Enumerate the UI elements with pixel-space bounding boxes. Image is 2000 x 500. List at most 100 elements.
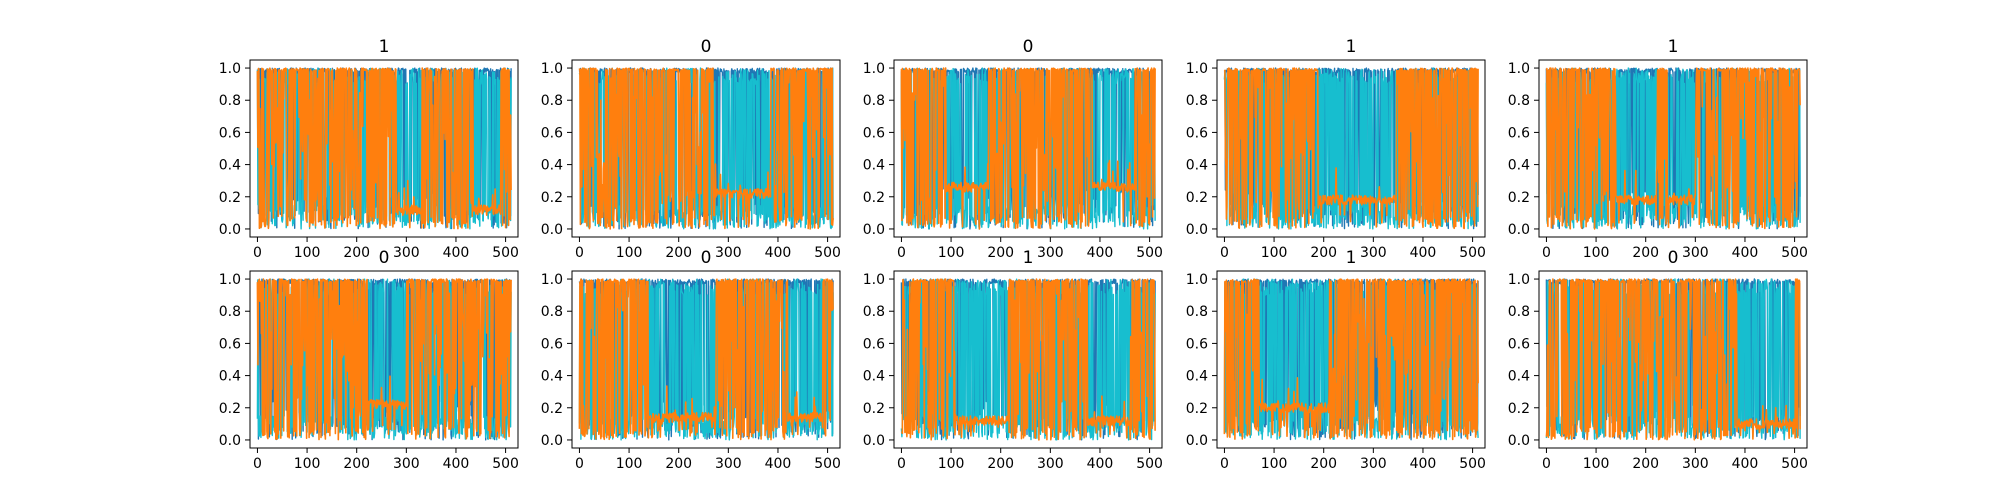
series-line-3	[256, 278, 512, 441]
y-tick-label: 0.8	[219, 93, 241, 109]
axes-frame	[249, 270, 519, 449]
series-line-3	[900, 278, 1156, 441]
x-tick-label: 500	[814, 245, 841, 261]
y-tick-label: 0.4	[863, 158, 885, 174]
x-tick-label: 300	[1360, 456, 1387, 472]
x-tick-label: 0	[1542, 245, 1551, 261]
x-tick-label: 400	[1087, 245, 1114, 261]
y-tick-label: 0.4	[541, 369, 563, 385]
y-tick-label: 0.4	[219, 369, 241, 385]
plot-area	[1223, 278, 1479, 441]
x-tick-label: 400	[443, 245, 470, 261]
plot-area	[578, 278, 834, 441]
x-tick-label: 0	[575, 245, 584, 261]
y-tick-label: 1.0	[1186, 61, 1208, 77]
axes-frame	[249, 59, 519, 238]
x-tick-label: 500	[1781, 456, 1808, 472]
x-tick-label: 300	[1682, 245, 1709, 261]
y-tick-label: 0.6	[1508, 336, 1530, 352]
x-tick-label: 100	[294, 245, 321, 261]
x-tick-label: 200	[987, 456, 1014, 472]
plot-area	[256, 67, 512, 230]
y-tick-label: 0.6	[541, 336, 563, 352]
y-tick-label: 0.2	[541, 401, 563, 417]
y-tick-label: 0.2	[219, 190, 241, 206]
x-tick-label: 400	[1087, 456, 1114, 472]
y-tick-label: 0.4	[541, 158, 563, 174]
y-tick-label: 0.8	[541, 304, 563, 320]
y-tick-label: 0.2	[541, 190, 563, 206]
x-tick-label: 100	[1583, 456, 1610, 472]
y-tick-label: 1.0	[219, 61, 241, 77]
plot-area	[1223, 67, 1479, 230]
x-tick-label: 100	[938, 245, 965, 261]
series-line-3	[900, 67, 1156, 230]
subplot-8: 0 100 200 300 400 500 0.0 0.2 0.4 0.6 0.8 1.0 1	[863, 248, 1163, 472]
y-tick-label: 0.8	[863, 93, 885, 109]
plot-area	[900, 278, 1156, 441]
x-tick-label: 200	[987, 245, 1014, 261]
y-tick-label: 0.0	[1508, 433, 1530, 449]
y-tick-label: 1.0	[219, 272, 241, 288]
y-tick-label: 0.6	[219, 336, 241, 352]
x-tick-label: 0	[253, 456, 262, 472]
x-tick-label: 100	[616, 245, 643, 261]
y-tick-label: 0.4	[863, 369, 885, 385]
y-tick-label: 0.6	[1186, 336, 1208, 352]
series-line-3	[1223, 67, 1479, 230]
x-tick-label: 0	[253, 245, 262, 261]
y-tick-label: 0.0	[541, 433, 563, 449]
subplot-title: 1	[1346, 37, 1357, 57]
subplot-title: 0	[379, 248, 390, 268]
x-tick-label: 500	[1781, 245, 1808, 261]
y-tick-label: 0.8	[219, 304, 241, 320]
x-tick-label: 0	[897, 456, 906, 472]
plot-area	[1545, 67, 1801, 230]
subplot-4: 0 100 200 300 400 500 0.0 0.2 0.4 0.6 0.8 1.0 1	[1186, 37, 1486, 261]
y-tick-label: 0.0	[1186, 222, 1208, 238]
y-tick-label: 1.0	[863, 61, 885, 77]
x-tick-label: 200	[1310, 245, 1337, 261]
axes-frame	[1216, 270, 1486, 449]
y-tick-label: 0.4	[219, 158, 241, 174]
subplot-9: 0 100 200 300 400 500 0.0 0.2 0.4 0.6 0.8 1.0 1	[1186, 248, 1486, 472]
axes-frame	[1538, 59, 1808, 238]
x-tick-label: 500	[1459, 456, 1486, 472]
x-tick-label: 0	[897, 245, 906, 261]
plot-area	[256, 278, 512, 441]
x-tick-label: 100	[1261, 245, 1288, 261]
axes-frame	[1216, 59, 1486, 238]
x-tick-label: 0	[1220, 245, 1229, 261]
subplot-5: 0 100 200 300 400 500 0.0 0.2 0.4 0.6 0.8 1.0 1	[1508, 37, 1808, 261]
subplot-10: 0 100 200 300 400 500 0.0 0.2 0.4 0.6 0.8 1.0 0	[1508, 248, 1808, 472]
subplot-title: 0	[1668, 248, 1679, 268]
y-tick-label: 0.6	[219, 125, 241, 141]
x-tick-label: 0	[1542, 456, 1551, 472]
x-tick-label: 300	[1037, 456, 1064, 472]
y-tick-label: 0.0	[1186, 433, 1208, 449]
x-tick-label: 500	[492, 245, 519, 261]
x-tick-label: 400	[765, 245, 792, 261]
y-tick-label: 0.2	[1508, 401, 1530, 417]
x-tick-label: 500	[1136, 456, 1163, 472]
x-tick-label: 300	[1360, 245, 1387, 261]
subplot-7: 0 100 200 300 400 500 0.0 0.2 0.4 0.6 0.8 1.0 0	[541, 248, 841, 472]
y-tick-label: 0.4	[1508, 158, 1530, 174]
series-line-3	[578, 67, 834, 230]
y-tick-label: 0.8	[1508, 304, 1530, 320]
axes-frame	[893, 270, 1163, 449]
x-tick-label: 200	[665, 456, 692, 472]
y-tick-label: 1.0	[863, 272, 885, 288]
x-tick-label: 500	[492, 456, 519, 472]
series-line-3	[1545, 278, 1801, 441]
subplot-title: 1	[379, 37, 390, 57]
y-tick-label: 0.2	[219, 401, 241, 417]
x-tick-label: 300	[1037, 245, 1064, 261]
x-tick-label: 200	[1310, 456, 1337, 472]
x-tick-label: 400	[443, 456, 470, 472]
x-tick-label: 0	[575, 456, 584, 472]
series-line-3	[1545, 67, 1801, 230]
x-tick-label: 400	[1410, 245, 1437, 261]
y-tick-label: 1.0	[541, 272, 563, 288]
y-tick-label: 0.0	[863, 433, 885, 449]
